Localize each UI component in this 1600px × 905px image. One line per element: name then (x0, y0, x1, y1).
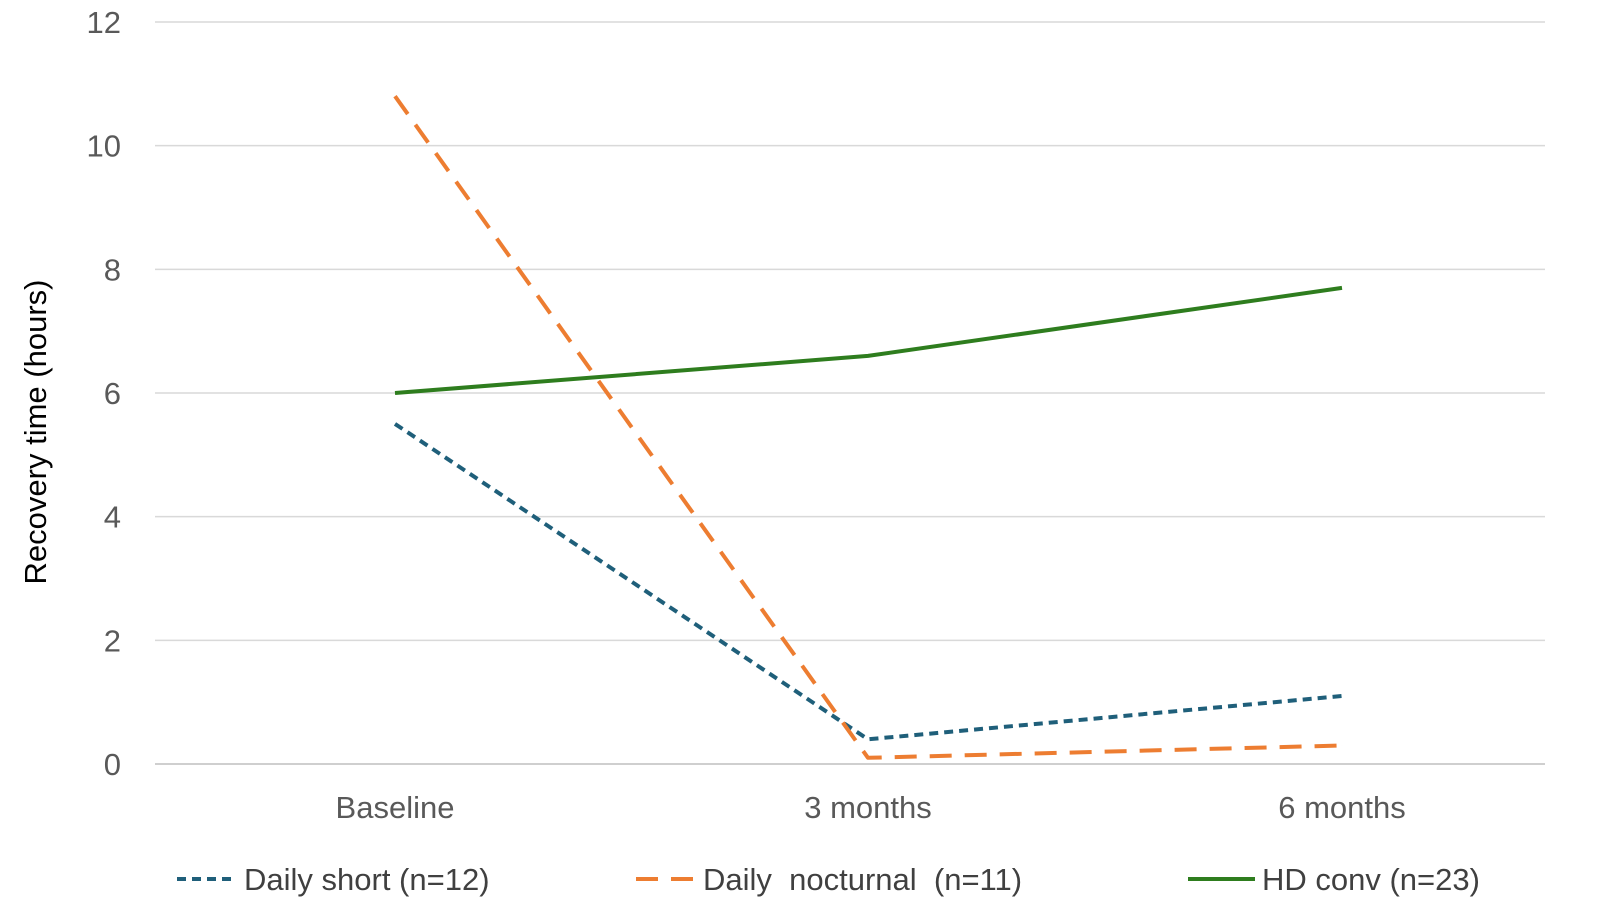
x-tick-label: 3 months (804, 790, 932, 825)
y-tick-label: 6 (104, 376, 121, 411)
series-lines (393, 95, 1343, 760)
legend: Daily short (n=12) Daily nocturnal (n=11)… (177, 862, 1480, 897)
y-tick-label: 12 (87, 5, 121, 40)
y-tick-label: 4 (104, 500, 121, 535)
gridlines (155, 21, 1545, 765)
y-tick-label: 2 (104, 623, 121, 658)
y-axis-title: Recovery time (hours) (18, 280, 53, 585)
y-axis-ticks: 0 2 4 6 8 10 12 (87, 5, 121, 782)
y-tick-label: 0 (104, 747, 121, 782)
series-line-2 (393, 95, 1343, 760)
legend-label: HD conv (n=23) (1262, 862, 1480, 897)
y-tick-label: 8 (104, 252, 121, 287)
x-tick-label: Baseline (336, 790, 455, 825)
x-axis-ticks: Baseline 3 months 6 months (336, 790, 1406, 825)
x-tick-label: 6 months (1278, 790, 1406, 825)
legend-label: Daily nocturnal (n=11) (703, 862, 1022, 897)
legend-label: Daily short (n=12) (244, 862, 490, 897)
series-line-1 (393, 422, 1343, 742)
series-line-3 (394, 285, 1343, 395)
y-tick-label: 10 (87, 129, 121, 164)
